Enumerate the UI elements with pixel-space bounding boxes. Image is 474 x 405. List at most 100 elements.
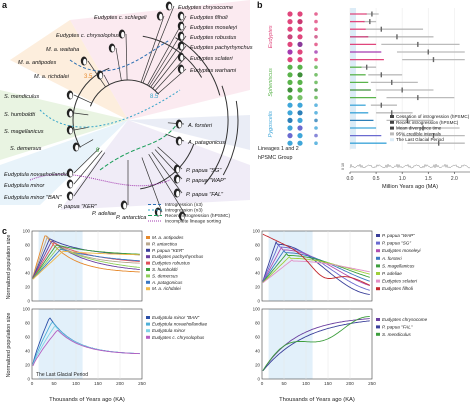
psmc-legend-swatch xyxy=(146,335,150,339)
eudyptes-clade-shade xyxy=(70,0,250,120)
psmc-legend-swatch xyxy=(146,261,150,265)
mean-divergence-mark xyxy=(380,72,383,78)
tree-legend-label: Recent introgression (hPSMC) xyxy=(165,213,230,219)
tree-annotation: 9 xyxy=(96,148,100,154)
plot-ytick-label: 100 xyxy=(23,229,31,234)
plot-xtick-label: 150 xyxy=(94,381,102,386)
taxon-label: P. papua "KER" xyxy=(58,204,98,210)
psmc-legend-swatch xyxy=(376,264,380,268)
psmc-left-bottom: 0 20 40 60 80 100 0 50 100 150 200 250 Eudyptula min… xyxy=(23,307,208,387)
last-glacial-period-band xyxy=(350,8,356,149)
taxon-label: Eudyptes chrysocome xyxy=(178,5,233,11)
penguin-belly-icon xyxy=(180,33,184,40)
psmc-legend-swatch xyxy=(376,318,380,321)
hpsmc-dot xyxy=(314,103,318,107)
psmc-curve xyxy=(262,320,370,372)
lineage-1-dot xyxy=(287,110,293,116)
penguin-belly-icon xyxy=(69,193,73,200)
taxon-label: Eudyptula minor "BAN" xyxy=(4,195,62,201)
tree-legend-label: Incomplete lineage sorting xyxy=(165,219,221,225)
psmc-legend-label: Eudyptes sclateri xyxy=(382,279,418,284)
psmc-curve xyxy=(32,250,140,280)
taxon-label: Eudyptes warhami xyxy=(190,68,237,74)
penguin-belly-icon xyxy=(157,209,161,216)
psmc-legend-swatch xyxy=(376,256,380,260)
mean-divergence-mark xyxy=(365,64,368,70)
plot-ytick-label: 80 xyxy=(255,321,260,326)
psmc-legend-label: P. papua "FAL" xyxy=(382,324,413,329)
hpsmc-group-label: hPSMC Group xyxy=(258,155,292,161)
psmc-curve xyxy=(262,259,370,284)
timeline-legend-label: Mean divergence time xyxy=(396,126,442,131)
psmc-legend-swatch xyxy=(376,332,380,336)
plot-ytick-label: 80 xyxy=(25,243,30,248)
plot-ytick-label: 0 xyxy=(258,299,261,304)
psmc-legend-label: P. papua "SG" xyxy=(382,241,411,246)
mean-divergence-mark xyxy=(432,57,435,63)
psmc-legend-label: Eudyptes chrysocome xyxy=(382,317,428,322)
psmc-legend-swatch xyxy=(146,329,150,333)
plot-ytick-label: 40 xyxy=(25,271,30,276)
megadyptes-clade-shade xyxy=(10,20,128,120)
penguin-belly-icon xyxy=(180,54,184,61)
lineage-2-dot xyxy=(297,95,303,101)
timeline-legend-swatch xyxy=(390,126,394,130)
psmc-legend-label: Eudyptes robustus xyxy=(152,261,191,266)
lineage-2-dot xyxy=(297,110,303,116)
lineage-2-dot xyxy=(297,102,303,108)
penguin-belly-icon xyxy=(168,3,172,10)
penguin-belly-icon xyxy=(178,121,182,128)
lineage-2-dot xyxy=(297,49,303,55)
lineage-2-dot xyxy=(297,41,303,48)
panel-c-letter: c xyxy=(2,226,8,236)
plot-frame xyxy=(31,230,143,302)
plot-ytick-label: 60 xyxy=(25,257,30,262)
timeline-legend-swatch xyxy=(390,115,394,118)
plot-ytick-label: 0 xyxy=(258,377,261,382)
lineage-1-dot xyxy=(287,57,293,63)
last-glacial-period-label: The Last Glacial Period xyxy=(36,372,88,378)
plot-ytick-label: 100 xyxy=(253,307,261,312)
psmc-right-bottom: 0 20 40 60 80 100 0 50 100 150 200 250 Eudyptes chry… xyxy=(253,307,428,387)
lineage-2-dot xyxy=(297,125,303,131)
taxon-label: Eudyptes c. schlegeli xyxy=(94,15,147,21)
lineage-2-dot xyxy=(297,19,303,25)
psmc-legend-label: S. humboldti xyxy=(152,267,179,272)
plot-xtick-label: 150 xyxy=(324,381,332,386)
plot-ytick-label: 40 xyxy=(255,349,260,354)
plot-frame xyxy=(261,230,373,302)
penguin-belly-icon xyxy=(83,58,87,65)
hpsmc-dot xyxy=(314,111,318,115)
introgression-curve xyxy=(69,39,171,72)
psmc-legend-swatch xyxy=(376,287,380,291)
lineage-1-dot xyxy=(287,11,293,17)
psmc-curve xyxy=(262,233,371,286)
timeline-tick-label: 1.0 xyxy=(399,176,406,182)
taxon-label: Eudyptula novaehollandiae xyxy=(4,172,71,178)
mean-divergence-mark xyxy=(427,49,429,55)
taxon-label: A. forsteri xyxy=(187,123,213,129)
psmc-curve xyxy=(32,248,140,280)
psmc-curve xyxy=(262,256,370,283)
hpsmc-trace xyxy=(349,163,471,169)
psmc-ylabel-bottom: Normalized population size xyxy=(6,313,12,378)
mean-divergence-mark xyxy=(391,110,393,116)
psmc-curve xyxy=(32,241,140,279)
psmc-legend-swatch xyxy=(146,268,150,271)
penguin-belly-icon xyxy=(69,92,73,99)
penguin-belly-icon xyxy=(181,213,185,220)
hpsmc-dot xyxy=(314,126,318,130)
lineage-1-dot xyxy=(287,41,293,48)
tree-branches xyxy=(72,5,239,217)
psmc-legend-swatch xyxy=(146,236,150,239)
psmc-legend-label: Eudyptula novaehollandiae xyxy=(152,322,208,327)
lineage-2-dot xyxy=(297,34,303,40)
timeline-xlabel: Million Years ago (MA) xyxy=(382,184,438,190)
timeline-legend-swatch xyxy=(390,120,394,124)
plot-frame xyxy=(31,308,143,380)
psmc-curve xyxy=(32,242,140,279)
timeline-legend-label: Cessation of introgression (hPSMC) xyxy=(396,114,470,119)
plot-ytick-label: 40 xyxy=(255,271,260,276)
lineage-2-dot xyxy=(297,11,303,17)
taxon-label: Eudyptes sclateri xyxy=(190,56,233,62)
